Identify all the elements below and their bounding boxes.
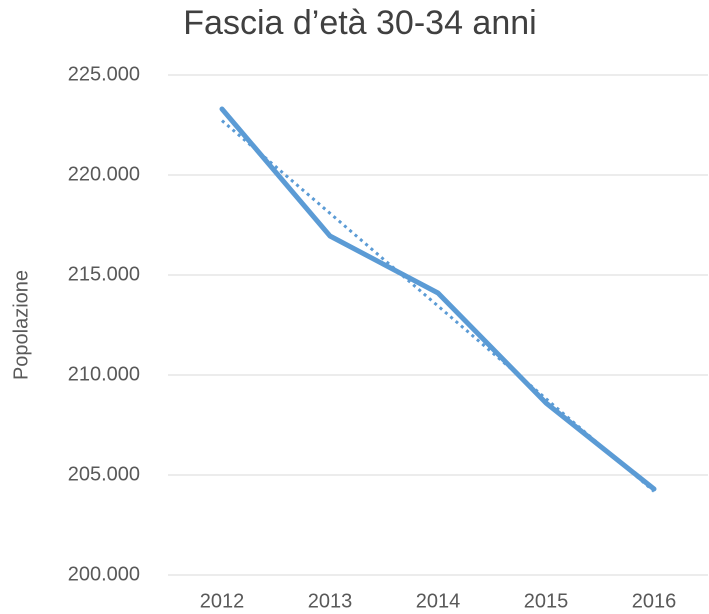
x-tick-label: 2013 (308, 590, 353, 612)
y-tick-label: 200.000 (68, 563, 140, 585)
y-tick-label: 210.000 (68, 363, 140, 385)
x-tick-label: 2012 (200, 590, 245, 612)
line-series (219, 106, 657, 492)
y-tick-label: 225.000 (68, 63, 140, 85)
x-tick-label: 2014 (416, 590, 461, 612)
x-tick-label: 2015 (524, 590, 569, 612)
y-tick-label: 215.000 (68, 263, 140, 285)
chart-title: Fascia d’età 30-34 anni (183, 4, 536, 42)
y-tick-label: 205.000 (68, 463, 140, 485)
x-tick-label: 2016 (632, 590, 677, 612)
y-tick-label: 220.000 (68, 163, 140, 185)
y-axis-label: Popolazione (10, 270, 32, 380)
